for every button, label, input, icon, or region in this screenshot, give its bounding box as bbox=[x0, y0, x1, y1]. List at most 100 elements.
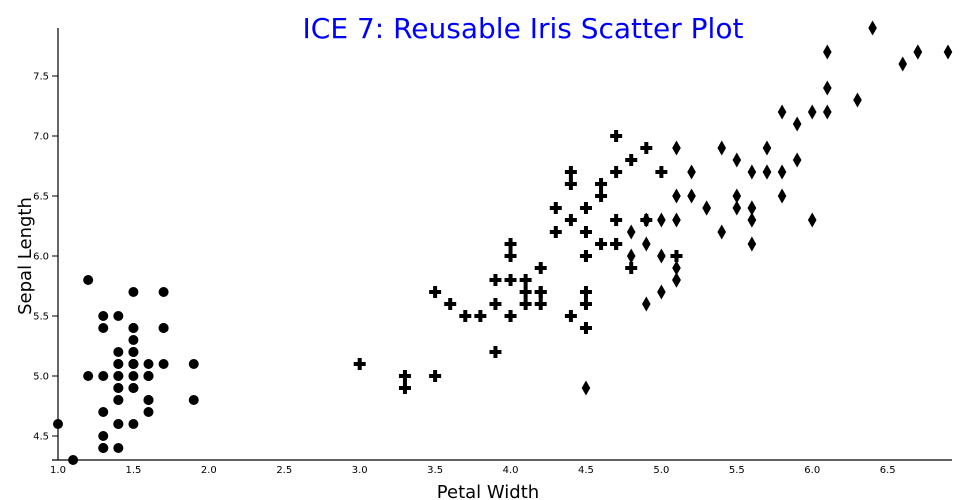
point-diamond bbox=[747, 236, 757, 252]
point-diamond bbox=[732, 152, 742, 168]
point-diamond bbox=[792, 116, 802, 132]
point-diamond bbox=[642, 296, 651, 312]
point-cross bbox=[640, 142, 653, 154]
point-circle bbox=[98, 323, 109, 333]
y-tick-label: 7.0 bbox=[33, 132, 49, 143]
point-cross bbox=[610, 166, 623, 178]
point-cross bbox=[534, 262, 547, 274]
y-axis-label: Sepal Length bbox=[15, 197, 36, 315]
point-circle bbox=[113, 419, 124, 429]
point-cross bbox=[595, 190, 608, 202]
point-diamond bbox=[672, 260, 681, 276]
point-cross bbox=[595, 238, 608, 250]
point-circle bbox=[128, 371, 139, 381]
point-cross bbox=[579, 226, 592, 238]
x-tick-label: 1.5 bbox=[125, 465, 141, 476]
point-circle bbox=[113, 383, 124, 393]
point-cross bbox=[459, 310, 472, 322]
point-diamond bbox=[657, 284, 666, 300]
point-diamond bbox=[747, 212, 757, 228]
point-diamond bbox=[672, 212, 681, 228]
point-cross bbox=[489, 298, 502, 310]
x-tick-label: 2.5 bbox=[276, 465, 292, 476]
point-diamond bbox=[762, 140, 772, 156]
point-diamond bbox=[657, 212, 666, 228]
point-cross bbox=[579, 286, 592, 298]
point-circle bbox=[68, 455, 79, 465]
point-diamond bbox=[913, 44, 923, 60]
point-diamond bbox=[642, 212, 651, 228]
point-circle bbox=[53, 419, 63, 429]
point-circle bbox=[83, 371, 94, 381]
point-cross bbox=[579, 250, 592, 262]
point-diamond bbox=[626, 224, 636, 240]
point-circle bbox=[113, 347, 124, 357]
point-circle bbox=[113, 311, 124, 321]
x-tick-label: 4.0 bbox=[503, 465, 519, 476]
point-diamond bbox=[626, 248, 636, 264]
point-diamond bbox=[687, 188, 696, 204]
point-cross bbox=[519, 274, 532, 286]
point-diamond bbox=[807, 212, 817, 228]
y-tick-label: 6.5 bbox=[33, 192, 49, 203]
point-circle bbox=[158, 287, 169, 297]
x-tick-label: 3.0 bbox=[352, 465, 368, 476]
point-cross bbox=[564, 214, 577, 226]
point-circle bbox=[143, 407, 154, 417]
point-cross bbox=[504, 250, 517, 262]
point-circle bbox=[128, 323, 139, 333]
point-cross bbox=[579, 202, 592, 214]
point-cross bbox=[534, 286, 547, 298]
point-cross bbox=[474, 310, 487, 322]
point-diamond bbox=[687, 164, 696, 180]
point-circle bbox=[98, 431, 109, 441]
point-circle bbox=[143, 359, 154, 369]
point-cross bbox=[595, 178, 608, 190]
point-cross bbox=[444, 298, 457, 310]
point-cross bbox=[610, 130, 623, 142]
point-diamond bbox=[581, 380, 591, 396]
chart-title: ICE 7: Reusable Iris Scatter Plot bbox=[303, 12, 744, 45]
point-cross bbox=[489, 274, 502, 286]
y-tick-label: 6.0 bbox=[33, 252, 49, 263]
point-circle bbox=[128, 287, 139, 297]
point-diamond bbox=[807, 104, 817, 120]
point-diamond bbox=[792, 152, 802, 168]
x-tick-label: 1.0 bbox=[50, 465, 66, 476]
point-circle bbox=[113, 371, 124, 381]
x-tick-label: 5.0 bbox=[653, 465, 669, 476]
point-diamond bbox=[657, 248, 666, 264]
point-diamond bbox=[762, 164, 772, 180]
point-diamond bbox=[777, 188, 787, 204]
x-tick-label: 6.5 bbox=[880, 465, 896, 476]
y-tick-label: 5.0 bbox=[33, 372, 49, 383]
point-cross bbox=[504, 274, 517, 286]
point-circle bbox=[98, 443, 109, 453]
point-diamond bbox=[823, 44, 832, 60]
point-cross bbox=[534, 298, 547, 310]
point-diamond bbox=[747, 164, 757, 180]
point-cross bbox=[549, 226, 562, 238]
point-diamond bbox=[853, 92, 862, 108]
point-cross bbox=[625, 262, 638, 274]
point-circle bbox=[98, 371, 109, 381]
point-cross bbox=[504, 310, 517, 322]
point-circle bbox=[128, 383, 139, 393]
point-circle bbox=[158, 359, 169, 369]
y-tick-label: 5.5 bbox=[33, 312, 49, 323]
point-circle bbox=[188, 359, 199, 369]
point-diamond bbox=[642, 236, 651, 252]
point-diamond bbox=[732, 188, 742, 204]
point-cross bbox=[398, 382, 411, 394]
point-diamond bbox=[777, 104, 787, 120]
x-axis-label: Petal Width bbox=[437, 482, 539, 500]
point-circle bbox=[113, 395, 124, 405]
point-cross bbox=[610, 214, 623, 226]
point-cross bbox=[579, 322, 592, 334]
point-circle bbox=[113, 443, 124, 453]
point-cross bbox=[429, 370, 442, 382]
y-tick-label: 7.5 bbox=[33, 72, 49, 83]
point-cross bbox=[625, 154, 638, 166]
point-cross bbox=[519, 298, 532, 310]
